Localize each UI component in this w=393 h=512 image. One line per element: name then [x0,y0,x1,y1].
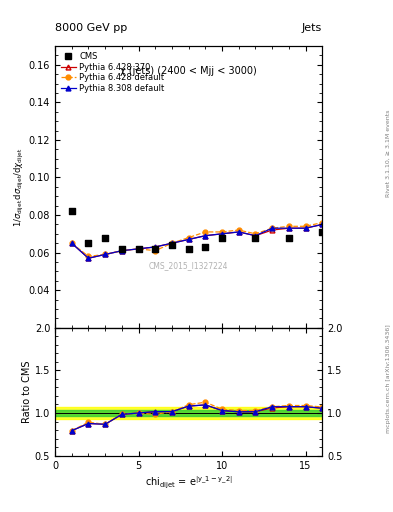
Point [319,228,325,236]
Bar [55,410,322,416]
Legend: CMS, Pythia 6.428 370, Pythia 6.428 default, Pythia 8.308 default: CMS, Pythia 6.428 370, Pythia 6.428 defa… [59,50,166,95]
Point [68,207,75,216]
Point [219,233,225,242]
Text: mcplots.cern.ch [arXiv:1306.3436]: mcplots.cern.ch [arXiv:1306.3436] [386,325,391,433]
Y-axis label: $1/\sigma_{\rm dijet}\,{\rm d}\sigma_{\rm dijet}/{\rm d}\chi_{\rm dijet}$: $1/\sigma_{\rm dijet}\,{\rm d}\sigma_{\r… [13,147,26,227]
Text: χ (jets) (2400 < Mjj < 3000): χ (jets) (2400 < Mjj < 3000) [120,66,257,76]
Point [286,233,292,242]
Y-axis label: Ratio to CMS: Ratio to CMS [22,360,32,423]
Point [119,245,125,253]
X-axis label: chi$_{\mathregular{dijet}}$ = e$^{\mathregular{|y\_1-y\_2|}}$: chi$_{\mathregular{dijet}}$ = e$^{\mathr… [145,475,233,491]
Bar [55,407,322,419]
Text: Rivet 3.1.10, ≥ 3.1M events: Rivet 3.1.10, ≥ 3.1M events [386,110,391,197]
Point [135,245,142,253]
Point [102,233,108,242]
Point [185,245,192,253]
Point [85,239,92,247]
Point [252,233,259,242]
Point [202,243,209,251]
Text: CMS_2015_I1327224: CMS_2015_I1327224 [149,261,228,270]
Point [152,245,158,253]
Text: 8000 GeV pp: 8000 GeV pp [55,23,127,33]
Text: Jets: Jets [302,23,322,33]
Point [169,241,175,249]
